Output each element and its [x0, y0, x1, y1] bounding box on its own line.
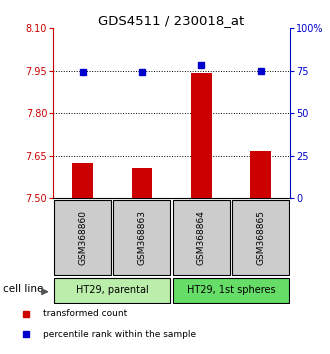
Text: cell line: cell line — [3, 284, 43, 294]
Bar — [232, 200, 289, 275]
Bar — [173, 200, 230, 275]
Bar — [54, 200, 111, 275]
Bar — [191, 73, 212, 198]
Bar — [173, 278, 289, 303]
Text: percentile rank within the sample: percentile rank within the sample — [43, 330, 196, 339]
Bar — [114, 200, 170, 275]
Bar — [131, 168, 152, 198]
Text: GSM368860: GSM368860 — [78, 210, 87, 265]
Title: GDS4511 / 230018_at: GDS4511 / 230018_at — [98, 14, 245, 27]
Bar — [72, 163, 93, 198]
Text: transformed count: transformed count — [43, 309, 127, 318]
Bar — [54, 278, 170, 303]
Text: GSM368865: GSM368865 — [256, 210, 265, 265]
Bar — [250, 151, 271, 198]
Text: GSM368864: GSM368864 — [197, 210, 206, 265]
Text: HT29, 1st spheres: HT29, 1st spheres — [187, 285, 275, 295]
Text: HT29, parental: HT29, parental — [76, 285, 148, 295]
Text: GSM368863: GSM368863 — [137, 210, 147, 265]
